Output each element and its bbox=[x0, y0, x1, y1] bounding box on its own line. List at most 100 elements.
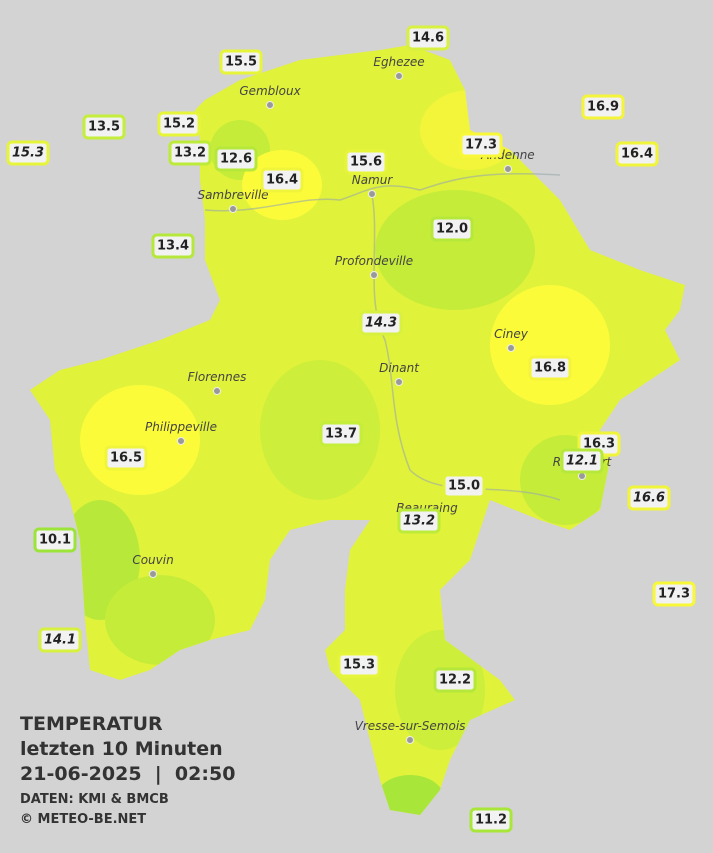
station-value: 15.2 bbox=[163, 117, 195, 132]
town-dot bbox=[395, 72, 403, 80]
station-value: 15.0 bbox=[448, 479, 480, 494]
copyright: © METEO-BE.NET bbox=[20, 812, 146, 827]
station-value: 17.3 bbox=[658, 587, 690, 602]
station-value: 16.6 bbox=[633, 491, 665, 506]
station-box bbox=[337, 652, 381, 678]
station: 13.2 bbox=[397, 508, 441, 534]
station: 12.2 bbox=[433, 667, 477, 693]
station-box bbox=[528, 355, 572, 381]
station-box bbox=[560, 448, 604, 474]
town-dot bbox=[406, 736, 414, 744]
station-value: 12.1 bbox=[566, 454, 598, 469]
station-box bbox=[615, 141, 659, 167]
town-label: Eghezee bbox=[373, 55, 424, 69]
station-box bbox=[469, 807, 513, 833]
town-label: Profondeville bbox=[335, 254, 413, 268]
station-value: 15.3 bbox=[343, 658, 375, 673]
town-label: Sambreville bbox=[197, 188, 268, 202]
station: 13.4 bbox=[151, 233, 195, 259]
station: 14.6 bbox=[406, 25, 450, 51]
station-value: 16.3 bbox=[583, 437, 615, 452]
town-dot bbox=[578, 472, 586, 480]
station-box bbox=[33, 527, 77, 553]
station-value: 13.7 bbox=[325, 427, 357, 442]
station-box bbox=[627, 485, 671, 511]
town-label: Ciney bbox=[494, 327, 529, 341]
station: 12.1 bbox=[560, 448, 604, 474]
station-box bbox=[219, 49, 263, 75]
station-value: 14.3 bbox=[365, 316, 397, 331]
town-label: Namur bbox=[352, 173, 394, 187]
station-value: 16.4 bbox=[266, 173, 298, 188]
station-box bbox=[344, 149, 388, 175]
station-value: 15.3 bbox=[12, 146, 44, 161]
station-value: 11.2 bbox=[475, 813, 507, 828]
town-dot bbox=[229, 205, 237, 213]
station: 14.3 bbox=[359, 310, 403, 336]
town-dot bbox=[177, 437, 185, 445]
station-value: 17.3 bbox=[465, 138, 497, 153]
source: DATEN: KMI & BMCB bbox=[20, 792, 169, 807]
town-label: Vresse-sur-Semois bbox=[355, 719, 466, 733]
station-box bbox=[6, 140, 50, 166]
station-value: 13.4 bbox=[157, 239, 189, 254]
station: 16.9 bbox=[581, 94, 625, 120]
station: 16.8 bbox=[528, 355, 572, 381]
station-value: 12.6 bbox=[220, 152, 252, 167]
station-box bbox=[397, 508, 441, 534]
station: 16.5 bbox=[104, 445, 148, 471]
station-box bbox=[430, 216, 474, 242]
station: 12.6 bbox=[214, 146, 258, 172]
station-value: 13.2 bbox=[403, 514, 435, 529]
station: 16.4 bbox=[260, 167, 304, 193]
station-value: 16.8 bbox=[534, 361, 566, 376]
subtitle: letzten 10 Minuten bbox=[20, 738, 223, 760]
station-box bbox=[168, 140, 212, 166]
station: 15.2 bbox=[157, 111, 201, 137]
town-dot bbox=[149, 570, 157, 578]
town-label: Dinant bbox=[379, 361, 420, 375]
station: 15.0 bbox=[442, 473, 486, 499]
station-box bbox=[82, 114, 126, 140]
station-box bbox=[260, 167, 304, 193]
town-dot bbox=[213, 387, 221, 395]
station: 15.5 bbox=[219, 49, 263, 75]
station: 13.2 bbox=[168, 140, 212, 166]
station-box bbox=[104, 445, 148, 471]
station: 17.3 bbox=[459, 132, 503, 158]
town-dot bbox=[368, 190, 376, 198]
town-dot bbox=[266, 101, 274, 109]
station-value: 16.9 bbox=[587, 100, 619, 115]
station-box bbox=[433, 667, 477, 693]
timestamp: 21-06-2025 | 02:50 bbox=[20, 763, 235, 785]
town-dot bbox=[370, 271, 378, 279]
station: 15.3 bbox=[337, 652, 381, 678]
station-value: 14.6 bbox=[412, 31, 444, 46]
station-value: 16.5 bbox=[110, 451, 142, 466]
station-box bbox=[442, 473, 486, 499]
station-box bbox=[406, 25, 450, 51]
town-label: Florennes bbox=[188, 370, 247, 384]
station: 14.1 bbox=[38, 627, 82, 653]
station-value: 15.6 bbox=[350, 155, 382, 170]
town-label: Gembloux bbox=[239, 84, 301, 98]
town-label: Philippeville bbox=[145, 420, 217, 434]
station-value: 15.5 bbox=[225, 55, 257, 70]
station-box bbox=[157, 111, 201, 137]
station: 11.2 bbox=[469, 807, 513, 833]
station-value: 16.4 bbox=[621, 147, 653, 162]
station: 12.0 bbox=[430, 216, 474, 242]
station: 15.3 bbox=[6, 140, 50, 166]
station-value: 12.0 bbox=[436, 222, 468, 237]
town-dot bbox=[395, 378, 403, 386]
station-box bbox=[319, 421, 363, 447]
town-dot bbox=[507, 344, 515, 352]
station-value: 10.1 bbox=[39, 533, 71, 548]
station-box bbox=[151, 233, 195, 259]
town-dot bbox=[504, 165, 512, 173]
station: 16.4 bbox=[615, 141, 659, 167]
station-box bbox=[581, 94, 625, 120]
station-value: 13.5 bbox=[88, 120, 120, 135]
title: TEMPERATUR bbox=[20, 713, 163, 735]
